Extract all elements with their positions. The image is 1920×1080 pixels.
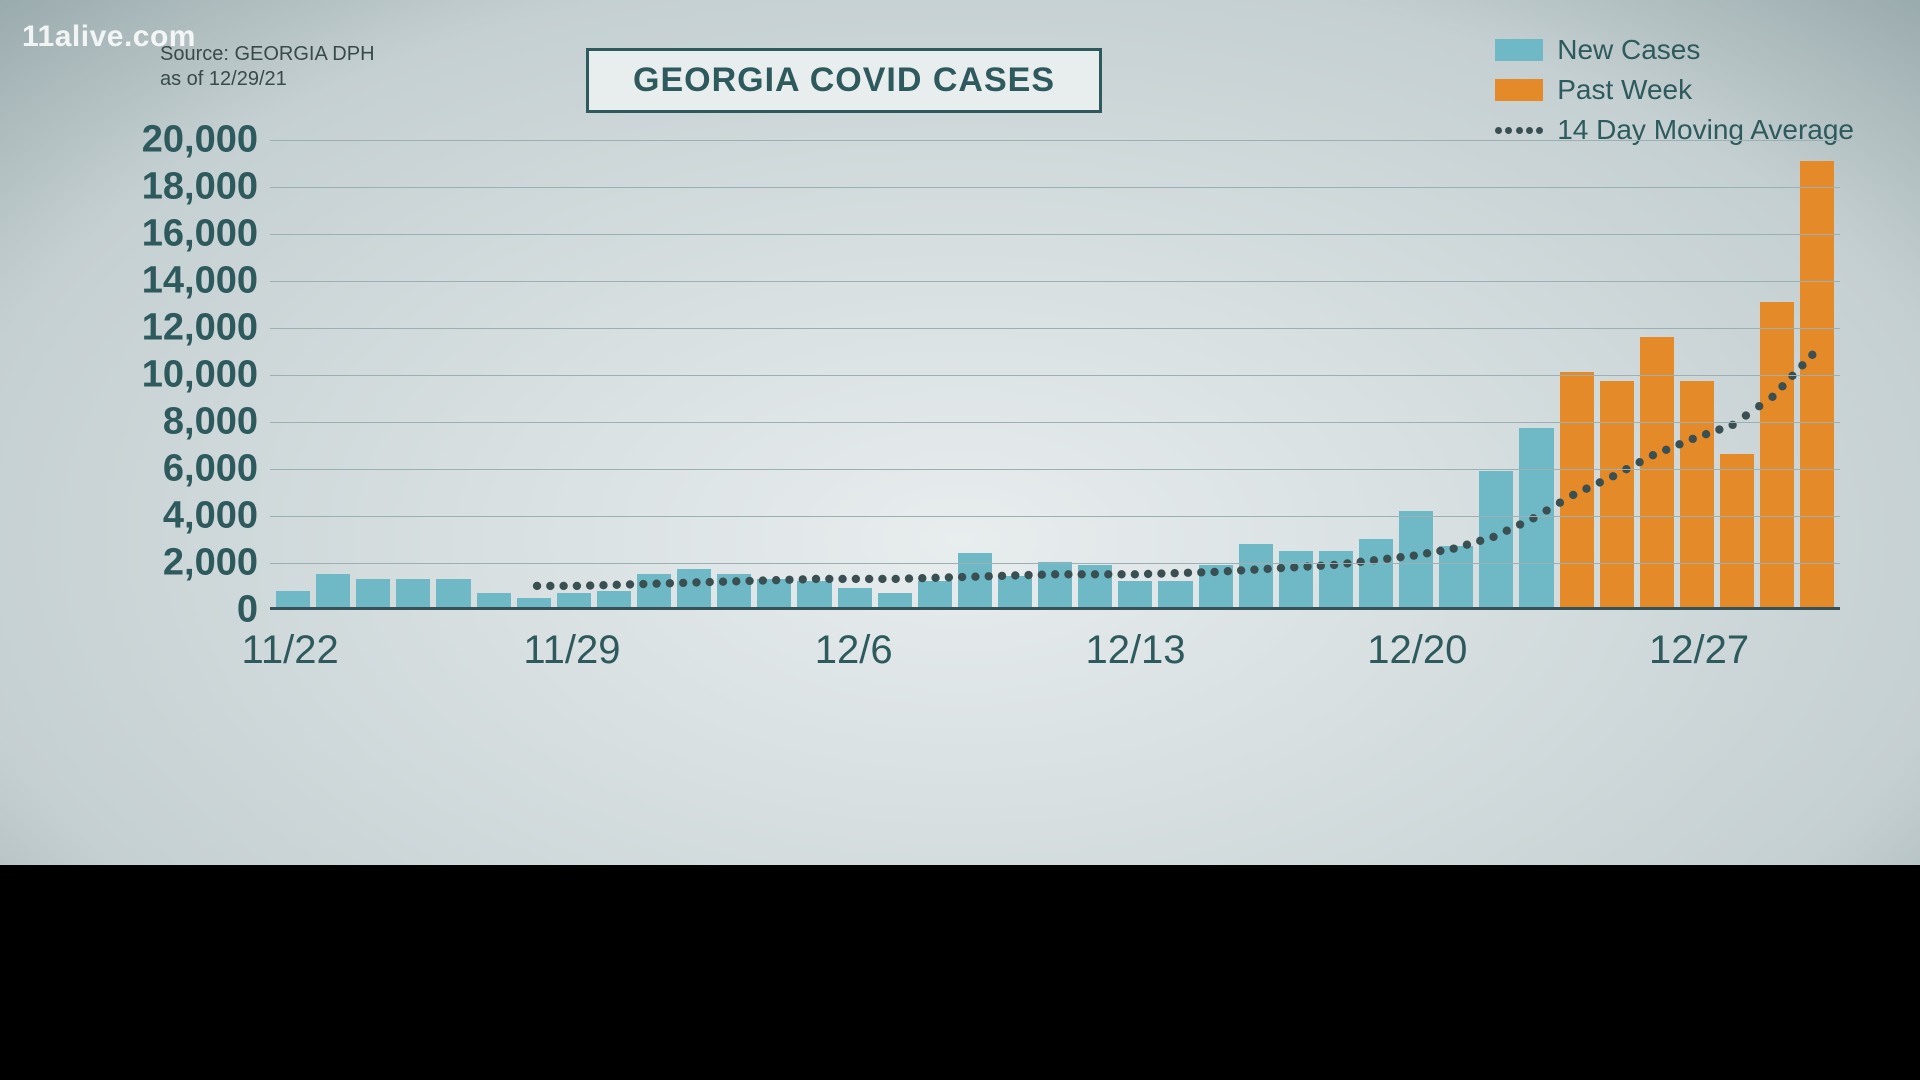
bar-new-cases — [838, 588, 872, 607]
legend-swatch-new — [1495, 39, 1543, 61]
bar-new-cases — [396, 579, 430, 607]
legend-swatch-avg — [1495, 119, 1543, 141]
bar-new-cases — [1158, 581, 1192, 607]
gridline — [270, 234, 1840, 235]
gridline — [270, 563, 1840, 564]
bar-new-cases — [356, 579, 390, 607]
legend-swatch-past — [1495, 79, 1543, 101]
bar-new-cases — [757, 579, 791, 607]
y-tick-label: 12,000 — [100, 307, 258, 350]
source-attribution: Source: GEORGIA DPH as of 12/29/21 — [160, 42, 375, 92]
gridline — [270, 516, 1840, 517]
x-tick-label: 11/29 — [523, 628, 620, 673]
x-axis: 11/2211/2912/612/1312/2012/27 — [270, 622, 1840, 680]
bar-past-week — [1760, 302, 1794, 608]
legend-new-cases: New Cases — [1495, 34, 1854, 66]
gridline — [270, 328, 1840, 329]
bar-new-cases — [436, 579, 470, 607]
bar-new-cases — [597, 591, 631, 607]
bar-new-cases — [276, 591, 310, 607]
bar-new-cases — [477, 593, 511, 607]
plot-area — [270, 140, 1840, 610]
bar-new-cases — [1279, 551, 1313, 607]
gridline — [270, 375, 1840, 376]
x-tick-label: 11/22 — [242, 628, 339, 673]
gridline — [270, 140, 1840, 141]
bar-past-week — [1800, 161, 1834, 608]
gridline — [270, 281, 1840, 282]
gridline — [270, 469, 1840, 470]
bar-new-cases — [918, 581, 952, 607]
bar-past-week — [1680, 381, 1714, 607]
bar-new-cases — [1038, 562, 1072, 607]
legend-label-new: New Cases — [1557, 34, 1700, 66]
chart-area: 11/22 11/29 12/6 12/13 12/20 12/27 02,0004,00… — [100, 140, 1860, 680]
bar-new-cases — [717, 574, 751, 607]
bar-new-cases — [677, 569, 711, 607]
y-tick-label: 2,000 — [100, 542, 258, 585]
bar-new-cases — [1479, 471, 1513, 607]
bar-new-cases — [958, 553, 992, 607]
bar-new-cases — [557, 593, 591, 607]
bar-new-cases — [1078, 565, 1112, 607]
bar-new-cases — [637, 574, 671, 607]
chart-stage: 11alive.com Source: GEORGIA DPH as of 12… — [0, 0, 1920, 1080]
legend-past-week: Past Week — [1495, 74, 1854, 106]
y-tick-label: 4,000 — [100, 495, 258, 538]
x-tick-label: 12/20 — [1367, 628, 1467, 673]
x-tick-label: 12/13 — [1085, 628, 1185, 673]
legend: New Cases Past Week 14 Day Moving Averag… — [1495, 34, 1854, 154]
bar-past-week — [1600, 381, 1634, 607]
chart-title: GEORGIA COVID CASES — [586, 48, 1102, 113]
bar-new-cases — [1199, 565, 1233, 607]
y-tick-label: 16,000 — [100, 213, 258, 256]
y-tick-label: 6,000 — [100, 448, 258, 491]
bar-past-week — [1640, 337, 1674, 607]
gridline — [270, 422, 1840, 423]
bar-past-week — [1560, 372, 1594, 607]
y-tick-label: 10,000 — [100, 354, 258, 397]
bar-new-cases — [1519, 428, 1553, 607]
y-tick-label: 8,000 — [100, 401, 258, 444]
y-tick-label: 0 — [100, 589, 258, 632]
y-tick-label: 14,000 — [100, 260, 258, 303]
source-line-1: Source: GEORGIA DPH — [160, 42, 375, 67]
source-line-2: as of 12/29/21 — [160, 67, 375, 92]
x-tick-label: 12/6 — [815, 628, 893, 673]
bar-past-week — [1720, 454, 1754, 607]
bar-new-cases — [797, 581, 831, 607]
y-tick-label: 20,000 — [100, 119, 258, 162]
bar-new-cases — [998, 576, 1032, 607]
bar-new-cases — [1359, 539, 1393, 607]
bars-container — [270, 140, 1840, 607]
bar-new-cases — [878, 593, 912, 607]
x-tick-label: 12/27 — [1649, 628, 1749, 673]
bar-new-cases — [1439, 546, 1473, 607]
bar-new-cases — [1399, 511, 1433, 607]
gridline — [270, 187, 1840, 188]
bar-new-cases — [1319, 551, 1353, 607]
bar-new-cases — [316, 574, 350, 607]
bar-new-cases — [1118, 581, 1152, 607]
letterbox-bottom — [0, 865, 1920, 1080]
legend-label-past: Past Week — [1557, 74, 1692, 106]
y-tick-label: 18,000 — [100, 166, 258, 209]
bar-new-cases — [517, 598, 551, 607]
bar-new-cases — [1239, 544, 1273, 607]
